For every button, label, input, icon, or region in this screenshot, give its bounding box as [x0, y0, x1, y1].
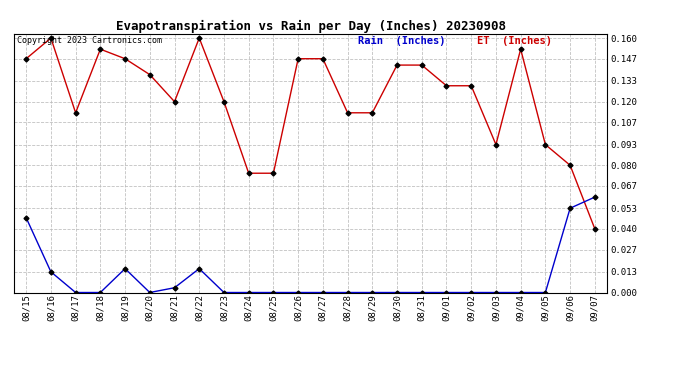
- Text: ET  (Inches): ET (Inches): [477, 36, 551, 46]
- Text: Copyright 2023 Cartronics.com: Copyright 2023 Cartronics.com: [17, 36, 161, 45]
- Title: Evapotranspiration vs Rain per Day (Inches) 20230908: Evapotranspiration vs Rain per Day (Inch…: [115, 20, 506, 33]
- Text: Rain  (Inches): Rain (Inches): [358, 36, 446, 46]
